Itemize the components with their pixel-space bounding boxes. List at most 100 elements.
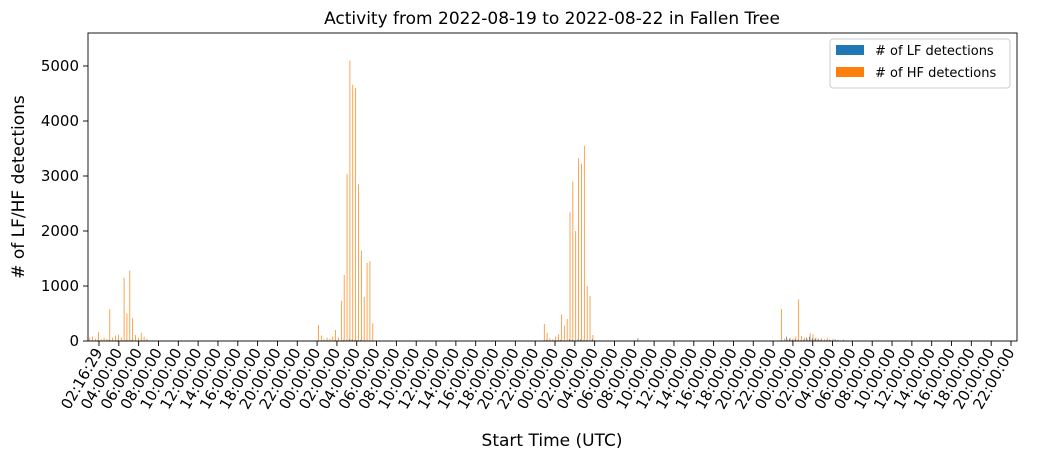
lf-bar (791, 339, 793, 341)
hf-bar (566, 319, 568, 341)
hf-bar (126, 313, 128, 341)
lf-bar (834, 339, 836, 341)
lf-bar (803, 339, 805, 341)
lf-bar (586, 339, 587, 341)
hf-bar (801, 336, 802, 341)
hf-bar (109, 309, 111, 341)
hf-bar (826, 337, 828, 341)
hf-bar (92, 336, 93, 341)
hf-bar (95, 338, 96, 341)
lf-bar (351, 339, 353, 342)
hf-bar (795, 336, 797, 341)
hf-bar (343, 275, 345, 341)
hf-bar (338, 337, 339, 341)
hf-bar (352, 84, 354, 341)
hf-bar (118, 334, 119, 341)
hf-bar (369, 261, 371, 341)
hf-bar (809, 333, 811, 341)
legend-swatch-hf (836, 67, 864, 77)
lf-bar (580, 339, 582, 341)
y-tick-label: 2000 (41, 222, 79, 240)
lf-bar (794, 339, 796, 341)
hf-bar (363, 297, 365, 341)
hf-bar (106, 338, 108, 341)
y-axis-label: # of LF/HF detections (9, 95, 29, 279)
y-tick-label: 3000 (41, 167, 79, 185)
hf-bar (561, 314, 562, 341)
hf-bar (349, 60, 351, 341)
hf-bar (789, 337, 791, 341)
hf-bar (784, 338, 785, 341)
lf-bar (837, 339, 839, 341)
lf-bar (108, 339, 110, 341)
lf-bar (560, 339, 562, 341)
hf-bar (329, 338, 331, 341)
x-axis-label: Start Time (UTC) (482, 431, 623, 451)
bars-group (88, 60, 850, 342)
hf-bar (832, 338, 834, 341)
hf-bar (558, 334, 559, 341)
hf-bar (132, 317, 134, 341)
hf-bar (335, 330, 336, 341)
hf-bar (320, 335, 322, 341)
hf-bar (806, 339, 808, 341)
lf-bar (820, 339, 822, 341)
lf-bar (806, 337, 807, 341)
lf-bar (843, 339, 845, 341)
hf-bar (818, 338, 820, 341)
hf-bar (138, 337, 139, 341)
hf-bar (581, 163, 582, 341)
hf-bar (578, 158, 579, 341)
lf-bar (811, 338, 813, 341)
hf-bar (120, 337, 122, 341)
legend-box (829, 38, 1011, 89)
hf-bar (586, 286, 588, 341)
lf-bar (829, 339, 830, 341)
hf-bar (358, 184, 359, 341)
lf-bar (131, 339, 133, 341)
hf-bar (103, 337, 105, 341)
lf-bar (568, 339, 570, 341)
hf-bar (555, 336, 557, 341)
legend-label-hf: # of HF detections (875, 66, 996, 81)
hf-bar (798, 299, 800, 341)
hf-bar (143, 336, 145, 341)
hf-bar (583, 145, 585, 341)
hf-bar (815, 337, 817, 341)
hf-bar (129, 270, 131, 341)
y-tick-label: 5000 (41, 57, 79, 75)
hf-bar (824, 339, 825, 341)
lf-bar (360, 339, 361, 341)
hf-bar (360, 250, 362, 341)
plot-frame (87, 32, 1018, 342)
lf-bar (786, 336, 787, 341)
y-tick-label: 1000 (41, 277, 79, 295)
hf-bar (146, 338, 148, 341)
hf-bar (786, 339, 788, 341)
hf-bar (575, 231, 577, 341)
legend-swatch-lf (836, 45, 864, 55)
y-tick-label: 4000 (41, 112, 79, 130)
hf-bar (572, 181, 574, 341)
lf-bar (577, 339, 579, 342)
hf-bar (812, 334, 814, 341)
hf-bar (318, 325, 319, 341)
chart-title: Activity from 2022-08-19 to 2022-08-22 i… (324, 9, 780, 29)
hf-bar (140, 332, 142, 341)
hf-bar (549, 338, 551, 341)
hf-bar (112, 337, 114, 341)
hf-bar (366, 262, 368, 341)
hf-bar (792, 338, 794, 341)
hf-bar (100, 339, 102, 341)
hf-bar (135, 334, 136, 341)
y-ticks-group: 0 1000 2000 3000 4000 5000 (41, 57, 88, 350)
hf-bar (821, 338, 822, 341)
hf-bar (552, 339, 554, 341)
hf-bar (804, 337, 805, 341)
hf-bar (323, 339, 325, 341)
lf-bar (354, 339, 356, 341)
lf-bar (817, 339, 819, 341)
hf-bar (592, 334, 594, 341)
hf-bar (115, 335, 116, 341)
